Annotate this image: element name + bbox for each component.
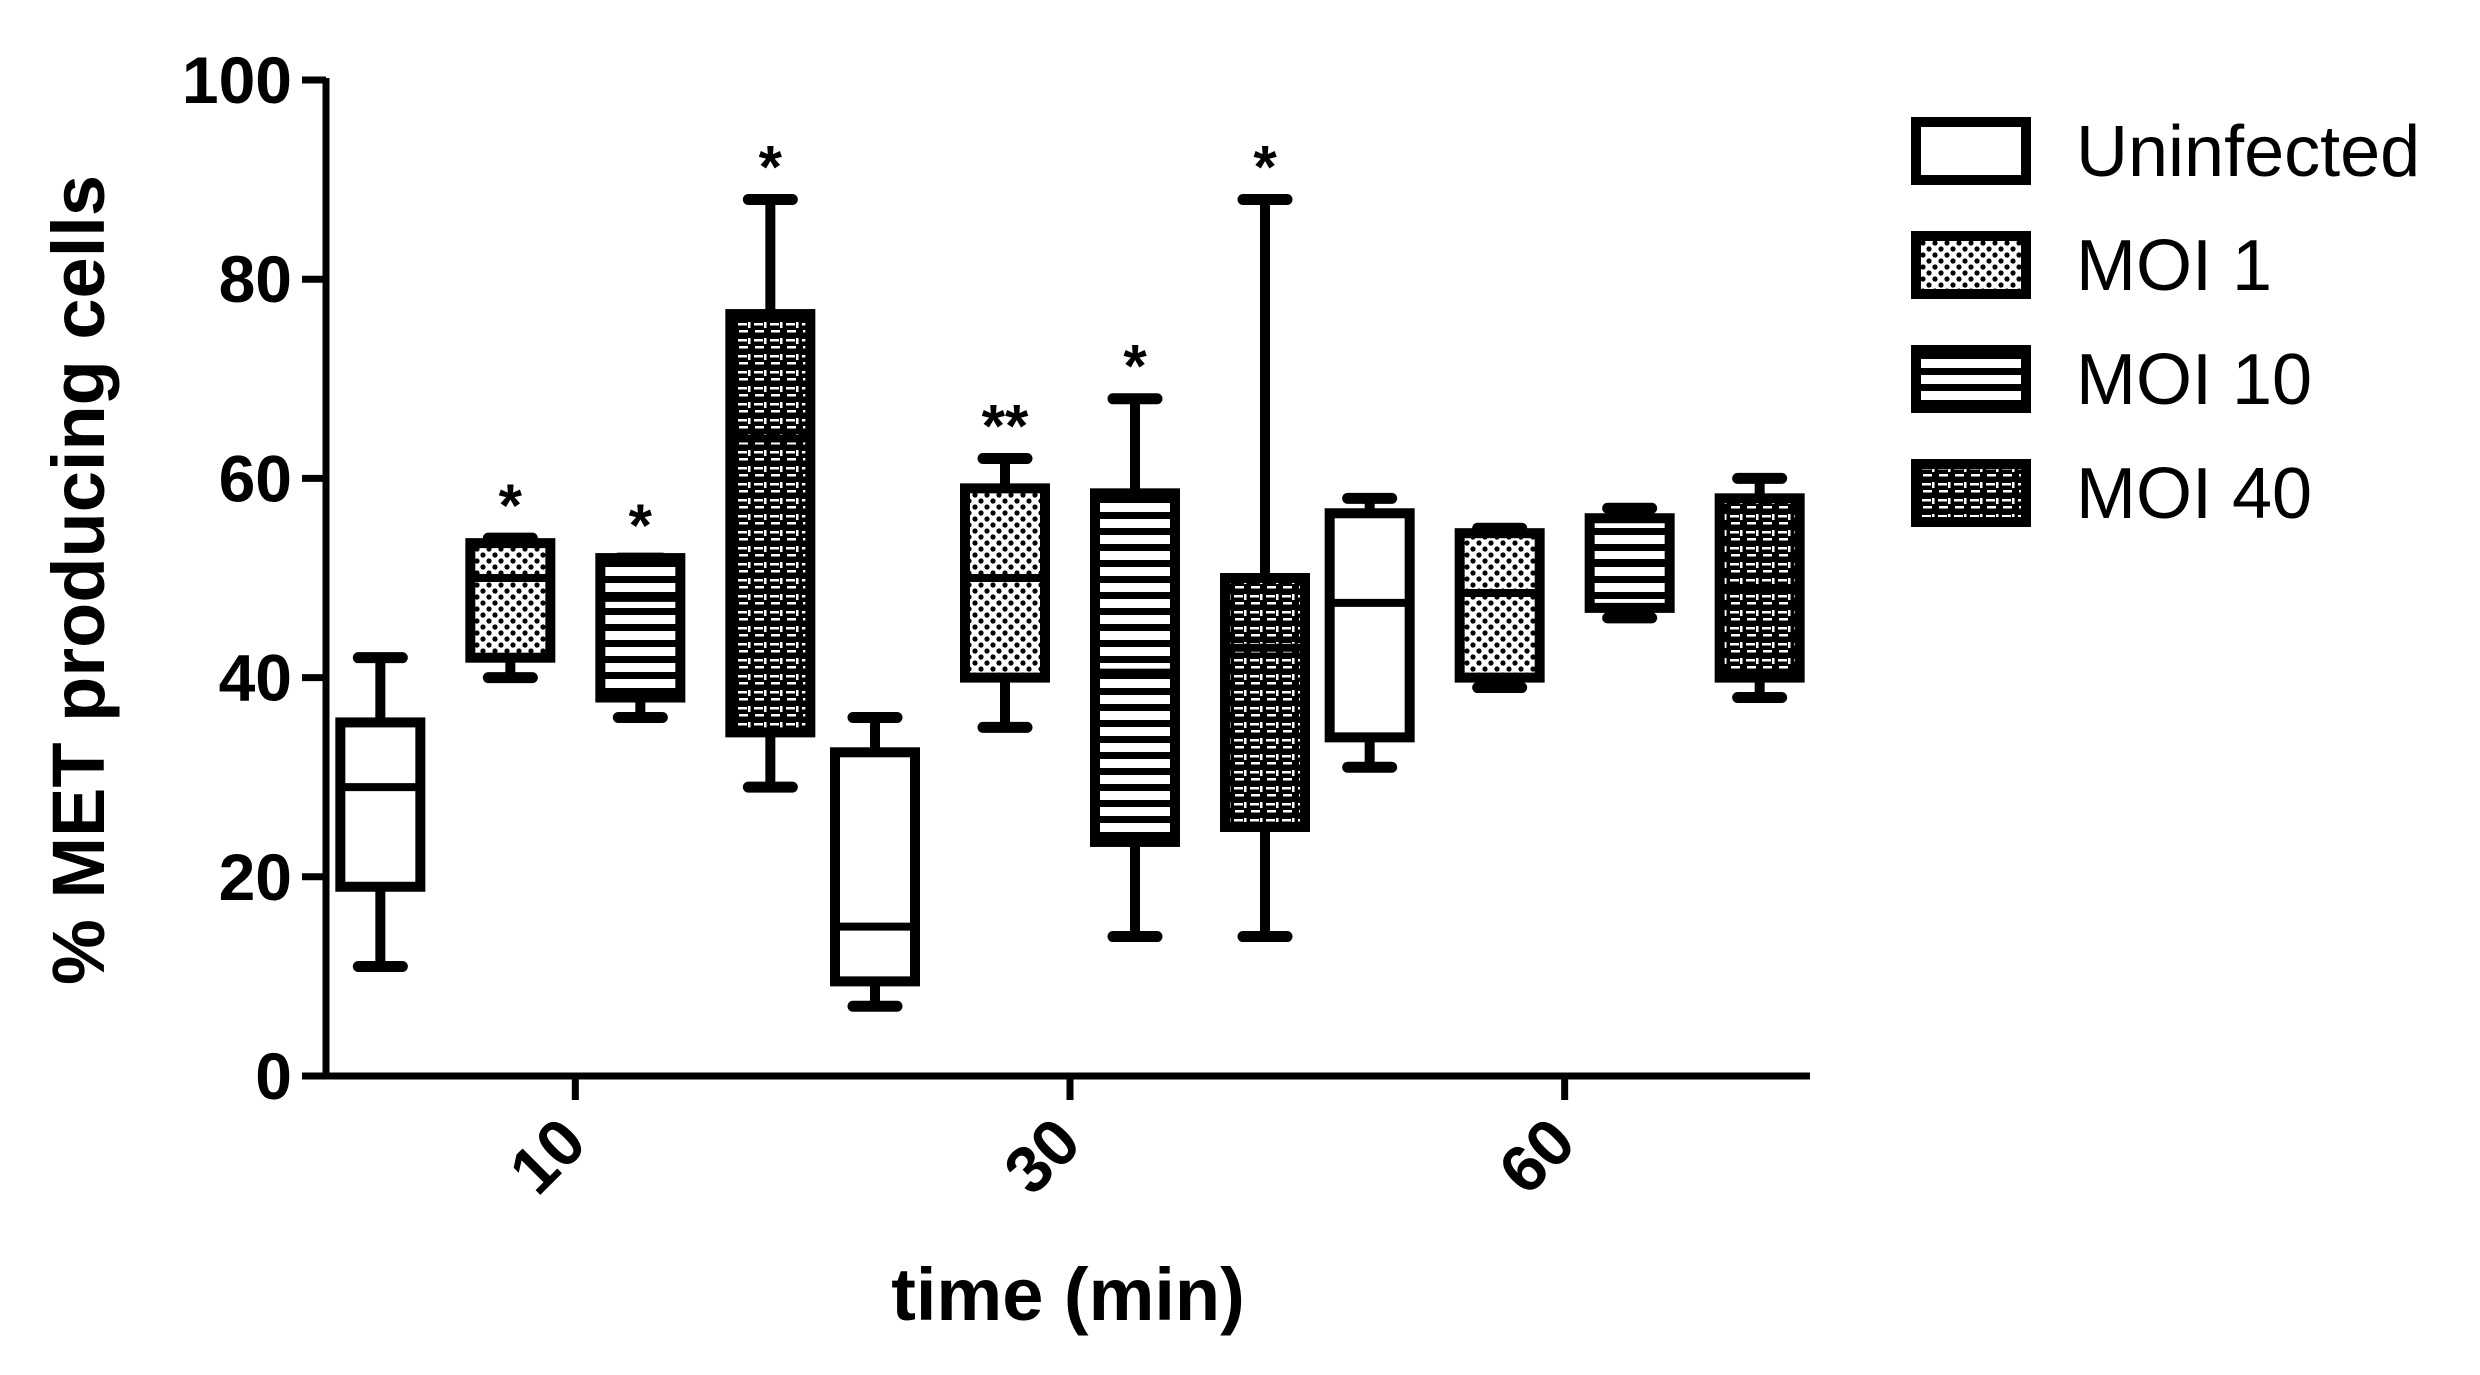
- box-uninfected-10: [335, 652, 426, 972]
- box-moi-40-60: [1714, 472, 1805, 704]
- y-axis-ticks: 0 20 40 60 80 100: [182, 43, 326, 1113]
- box-moi-1-30: **: [960, 392, 1050, 733]
- box-iqr: [1324, 508, 1415, 743]
- box-moi-1-60: [1454, 522, 1545, 694]
- significance-marker: **: [982, 392, 1029, 459]
- y-tick-label-3: 60: [219, 441, 292, 515]
- legend-swatch: [1911, 345, 2031, 413]
- significance-marker: *: [1123, 333, 1147, 400]
- y-tick-label-2: 40: [219, 641, 292, 715]
- significance-marker: *: [629, 492, 653, 559]
- box-iqr: [1454, 528, 1545, 683]
- box-uninfected-60: [1324, 492, 1415, 773]
- box-moi-1-10: *: [465, 472, 556, 684]
- legend: Uninfected MOI 1 MOI 10 MOI 40: [1911, 112, 2420, 534]
- box-iqr: [1090, 488, 1180, 847]
- legend-label: MOI 1: [2076, 226, 2272, 306]
- x-tick-label-1: 30: [990, 1104, 1094, 1208]
- y-axis-title: % MET producing cells: [37, 175, 120, 985]
- legend-item-moi-40: MOI 40: [1911, 454, 2312, 534]
- legend-swatch: [1911, 459, 2031, 527]
- x-axis-title: time (min): [891, 1253, 1245, 1336]
- legend-item-uninfected: Uninfected: [1911, 112, 2420, 192]
- legend-swatch: [1911, 117, 2031, 185]
- box-iqr: [830, 747, 920, 987]
- significance-marker: *: [759, 134, 783, 201]
- y-tick-label-4: 80: [219, 242, 292, 316]
- significance-marker: *: [1253, 134, 1277, 201]
- legend-label: MOI 10: [2076, 340, 2312, 420]
- y-tick-label-0: 0: [255, 1039, 292, 1113]
- box-moi-10-30: *: [1090, 333, 1180, 943]
- legend-swatch: [1911, 231, 2031, 299]
- box-moi-10-10: *: [595, 492, 686, 723]
- y-tick-label-5: 100: [182, 43, 292, 117]
- box-series: ****** *: [335, 134, 1805, 1012]
- box-iqr: [1220, 573, 1310, 832]
- y-tick-label-1: 20: [219, 840, 292, 914]
- box-iqr: [960, 483, 1050, 683]
- legend-label: Uninfected: [2076, 112, 2420, 192]
- box-moi-40-30: *: [1220, 134, 1310, 943]
- box-moi-40-10: *: [725, 134, 816, 793]
- box-moi-10-60: [1584, 502, 1675, 624]
- x-tick-label-0: 10: [495, 1104, 599, 1208]
- box-iqr: [725, 309, 816, 738]
- box-iqr: [335, 717, 426, 892]
- box-iqr: [595, 553, 686, 703]
- legend-item-moi-1: MOI 1: [1911, 226, 2272, 306]
- box-uninfected-30: [830, 711, 920, 1012]
- legend-item-moi-10: MOI 10: [1911, 340, 2312, 420]
- significance-marker: *: [499, 472, 523, 539]
- x-tick-label-2: 60: [1484, 1104, 1588, 1208]
- box-iqr: [465, 538, 556, 663]
- legend-label: MOI 40: [2076, 454, 2312, 534]
- x-axis-ticks: 10 30 60: [495, 1076, 1589, 1208]
